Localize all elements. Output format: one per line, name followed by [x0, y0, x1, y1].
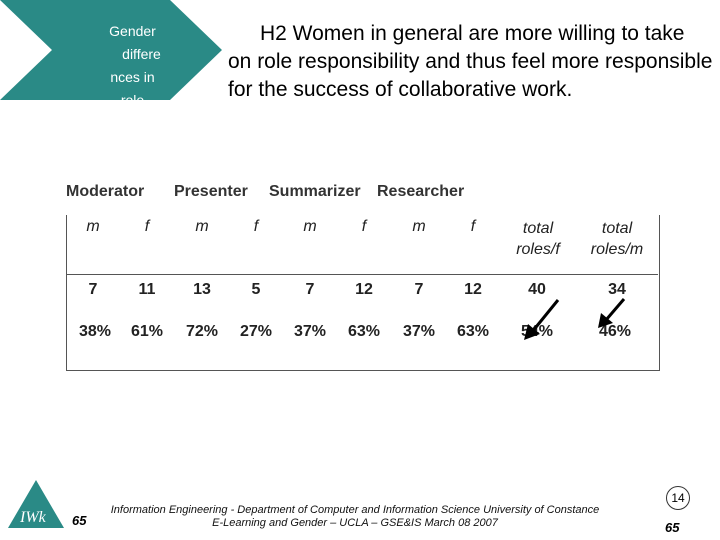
- percent-cell: 38%: [78, 323, 112, 340]
- percent-cell: 61%: [130, 323, 164, 340]
- section-banner: [0, 0, 222, 100]
- group-presenter: Presenter: [174, 183, 248, 200]
- count-cell: 12: [464, 281, 482, 298]
- arrow-down-left-icon: [524, 299, 560, 340]
- banner-line: differe: [122, 46, 161, 62]
- svg-text:IWk: IWk: [19, 509, 47, 526]
- circled-number: 14: [666, 486, 690, 510]
- footer-slide-number: 65: [72, 513, 87, 528]
- count-cell-total-m: 34: [608, 281, 626, 298]
- count-cell: 7: [305, 281, 315, 298]
- col-header: f: [144, 218, 150, 235]
- table-divider: [66, 274, 658, 275]
- section-banner-text: Gender differe nces in role: [90, 20, 175, 112]
- percent-cell: 37%: [293, 323, 327, 340]
- col-header: m: [412, 218, 426, 235]
- group-summarizer: Summarizer: [269, 183, 361, 200]
- count-cell: 13: [193, 281, 211, 298]
- count-cell: 12: [355, 281, 373, 298]
- col-header: f: [253, 218, 259, 235]
- footer-text: Information Engineering - Department of …: [60, 504, 650, 530]
- col-header-total-m: total roles/m: [590, 220, 644, 258]
- col-header: f: [361, 218, 367, 235]
- institute-logo-icon: IWk: [8, 480, 64, 528]
- count-cell: 5: [251, 281, 261, 298]
- banner-line: nces in: [110, 69, 155, 85]
- footer-line-2: E-Learning and Gender – UCLA – GSE&IS Ma…: [212, 517, 498, 529]
- banner-line: Gender: [109, 23, 156, 39]
- banner-line: role: [120, 92, 145, 108]
- page-number: 65: [665, 520, 680, 535]
- percent-cell-total-m: 46%: [598, 323, 632, 340]
- col-header: m: [86, 218, 100, 235]
- footer-line-1: Information Engineering - Department of …: [110, 504, 600, 516]
- col-header: f: [470, 218, 476, 235]
- slide-title: H2 Women in general are more willing to …: [228, 22, 713, 101]
- count-cell: 7: [414, 281, 424, 298]
- percent-cell: 63%: [456, 323, 490, 340]
- count-cell: 7: [88, 281, 98, 298]
- col-header: m: [195, 218, 209, 235]
- percent-cell: 37%: [402, 323, 436, 340]
- percent-cell: 72%: [185, 323, 219, 340]
- arrow-down-left-icon: [598, 298, 626, 328]
- group-researcher: Researcher: [377, 183, 465, 200]
- count-cell: 11: [138, 281, 156, 298]
- col-header: m: [303, 218, 317, 235]
- percent-cell: 63%: [347, 323, 381, 340]
- col-header-total-f: total roles/f: [516, 220, 560, 258]
- results-table: [66, 215, 660, 371]
- group-moderator: Moderator: [66, 183, 145, 200]
- percent-cell: 27%: [239, 323, 273, 340]
- count-cell-total-f: 40: [528, 281, 546, 298]
